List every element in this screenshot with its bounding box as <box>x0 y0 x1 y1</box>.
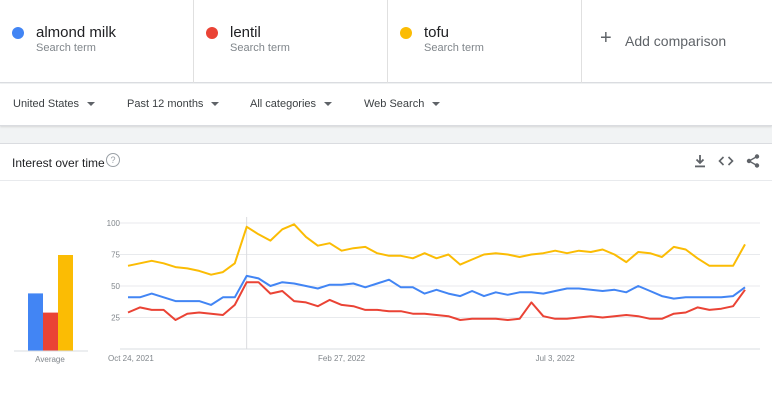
card-title: Interest over time <box>12 156 105 170</box>
term-name: tofu <box>424 24 450 41</box>
filter-bar: United States Past 12 months All categor… <box>0 84 772 126</box>
x-axis-labels: Oct 24, 2021 Feb 27, 2022 Jul 3, 2022 <box>108 354 575 363</box>
card-header: Interest over time ? <box>0 144 772 181</box>
series-line <box>127 281 746 321</box>
x-tick-label: Jul 3, 2022 <box>536 354 576 363</box>
average-bar <box>43 312 58 351</box>
series-color-dot <box>400 27 412 39</box>
interest-chart: 100 75 50 25 Average Oct 24, 2021 Feb 27, 20… <box>14 217 760 364</box>
caret-down-icon <box>432 102 441 106</box>
share-icon[interactable] <box>745 153 761 169</box>
term-lentil[interactable]: lentil Search term <box>194 0 388 83</box>
comparison-bar: almond milk Search term lentil Search te… <box>0 0 772 83</box>
x-tick-label: Oct 24, 2021 <box>108 354 154 363</box>
region-dropdown[interactable]: United States <box>13 98 96 110</box>
term-name: almond milk <box>36 24 117 41</box>
average-label: Average <box>35 355 65 364</box>
y-tick-label: 100 <box>107 219 121 228</box>
y-tick-label: 25 <box>111 314 120 323</box>
time-range-dropdown-label: Past 12 months <box>127 98 204 110</box>
average-bar <box>58 255 73 351</box>
term-subtitle: Search term <box>424 42 484 54</box>
series-color-dot <box>12 27 24 39</box>
category-dropdown[interactable]: All categories <box>250 98 333 110</box>
series-color-dot <box>206 27 218 39</box>
y-tick-label: 75 <box>111 251 120 260</box>
embed-icon[interactable] <box>718 153 734 169</box>
x-tick-label: Feb 27, 2022 <box>318 354 366 363</box>
add-comparison-button[interactable]: + Add comparison <box>582 0 772 83</box>
term-tofu[interactable]: tofu Search term <box>388 0 582 83</box>
y-tick-label: 50 <box>111 282 120 291</box>
time-range-dropdown[interactable]: Past 12 months <box>127 98 220 110</box>
add-comparison-label: Add comparison <box>625 33 727 49</box>
interest-over-time-card: Interest over time ? 100 75 50 25 Average O… <box>0 143 772 405</box>
term-almond-milk[interactable]: almond milk Search term <box>0 0 194 83</box>
chart-grid: 100 75 50 25 <box>107 217 760 350</box>
series-line <box>127 223 746 276</box>
category-dropdown-label: All categories <box>250 98 317 110</box>
term-subtitle: Search term <box>230 42 290 54</box>
search-type-dropdown-label: Web Search <box>364 98 425 110</box>
download-icon[interactable] <box>692 153 708 169</box>
region-dropdown-label: United States <box>13 98 80 110</box>
help-icon[interactable]: ? <box>106 153 120 167</box>
average-bar <box>28 293 43 351</box>
term-name: lentil <box>230 24 261 41</box>
search-type-dropdown[interactable]: Web Search <box>364 98 441 110</box>
caret-down-icon <box>87 102 96 106</box>
plus-icon: + <box>600 27 612 49</box>
series-line <box>128 274 746 306</box>
average-bars: Average <box>14 255 88 364</box>
caret-down-icon <box>211 102 220 106</box>
term-subtitle: Search term <box>36 42 96 54</box>
series-lines <box>127 223 746 321</box>
caret-down-icon <box>324 102 333 106</box>
